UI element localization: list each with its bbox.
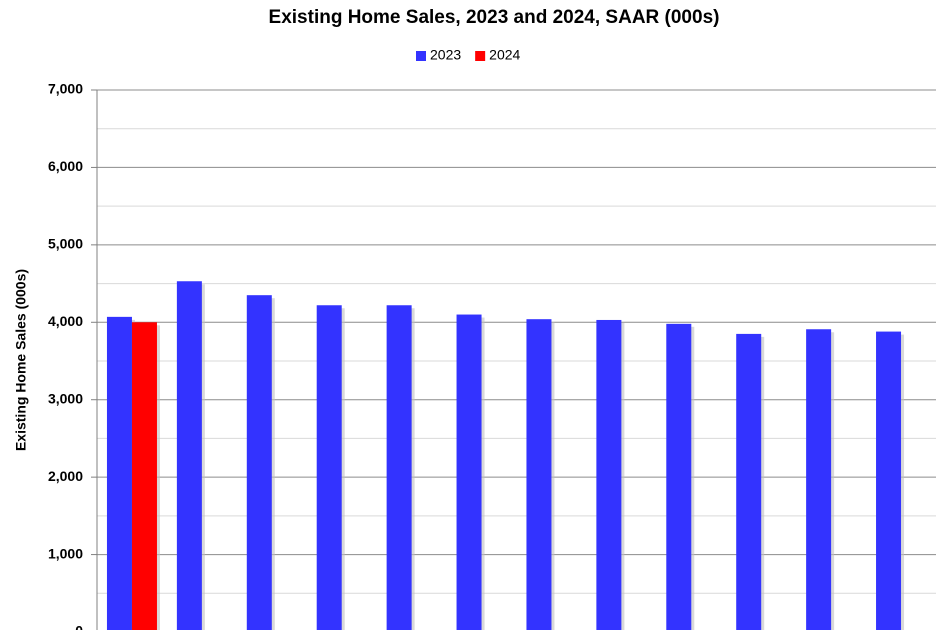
bar	[876, 331, 902, 630]
bar	[316, 305, 342, 630]
bar	[806, 329, 832, 630]
bar	[106, 316, 132, 630]
y-tick-label: 3,000	[48, 390, 83, 406]
y-tick-label: 4,000	[48, 313, 83, 329]
legend-swatch	[475, 51, 486, 61]
bar	[456, 314, 482, 630]
y-tick-label: 6,000	[48, 158, 83, 174]
y-tick-label: 0	[75, 623, 83, 630]
y-tick-label: 1,000	[48, 545, 83, 561]
legend-label: 2024	[489, 47, 520, 63]
bar	[526, 319, 552, 630]
y-tick-label: 7,000	[48, 81, 83, 97]
bar	[596, 319, 622, 630]
bar	[666, 323, 692, 630]
bar	[386, 305, 412, 630]
bar	[176, 281, 202, 630]
bar	[736, 333, 762, 630]
chart-title: Existing Home Sales, 2023 and 2024, SAAR…	[269, 7, 720, 28]
bar	[131, 322, 157, 630]
y-tick-label: 2,000	[48, 468, 83, 484]
bar	[246, 295, 272, 630]
y-tick-label: 5,000	[48, 236, 83, 252]
y-axis-label: Existing Home Sales (000s)	[13, 269, 29, 451]
legend-swatch	[416, 51, 426, 61]
legend-label: 2023	[430, 47, 461, 63]
